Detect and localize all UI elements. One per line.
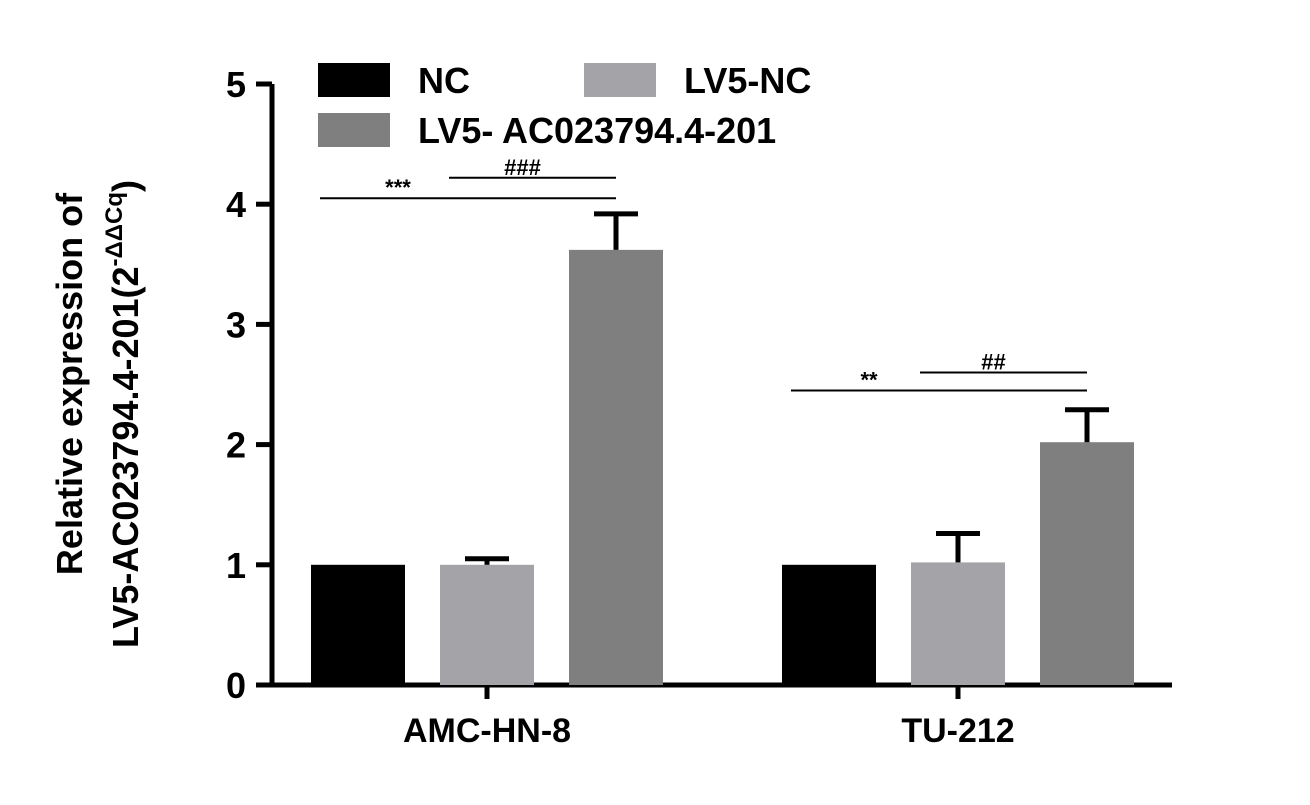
- significance-label: **: [860, 368, 878, 393]
- bars: [311, 211, 1134, 685]
- y-ticks: 0 1 2 3 4 5: [226, 64, 272, 706]
- legend: NC LV5-NC LV5- AC023794.4-201: [318, 60, 811, 151]
- x-category-label: AMC-HN-8: [403, 712, 571, 750]
- y-tick-label: 3: [226, 304, 246, 345]
- y-axis-label: Relative expression of LV5-AC023794.4-20…: [49, 180, 146, 648]
- bar: [440, 564, 534, 685]
- y-tick-label: 4: [226, 184, 246, 225]
- y-tick-label: 0: [226, 665, 246, 706]
- x-category-label: TU-212: [901, 712, 1014, 750]
- y-axis-label-line-2: LV5-AC023794.4-201(2-ΔΔCq): [101, 180, 146, 648]
- legend-swatch: [584, 63, 656, 97]
- legend-swatch: [318, 113, 390, 147]
- y-tick-label: 1: [226, 545, 246, 586]
- legend-label: NC: [418, 60, 470, 101]
- bar: [569, 249, 663, 685]
- y-tick-label: 2: [226, 425, 246, 466]
- y-axis-label-superscript: -ΔΔCq: [101, 192, 128, 266]
- bar: [782, 564, 876, 685]
- legend-label: LV5- AC023794.4-201: [418, 110, 776, 151]
- significance-label: ##: [981, 349, 1005, 374]
- significance-label: ###: [504, 155, 541, 180]
- y-axis-label-line-1: Relative expression of: [49, 192, 90, 575]
- significance-annotations: *** ### ** ##: [320, 155, 1087, 393]
- y-tick-label: 5: [226, 64, 246, 105]
- bar: [1040, 442, 1134, 685]
- y-axis-label-main: LV5-AC023794.4-201(2: [105, 266, 146, 648]
- legend-swatch: [318, 63, 390, 97]
- axes: [269, 84, 1172, 688]
- y-axis-label-close: ): [105, 180, 146, 192]
- significance-label: ***: [385, 175, 411, 200]
- x-ticks: AMC-HN-8 TU-212: [403, 685, 1015, 750]
- bar: [911, 562, 1005, 685]
- bar: [311, 564, 405, 685]
- legend-label: LV5-NC: [684, 60, 811, 101]
